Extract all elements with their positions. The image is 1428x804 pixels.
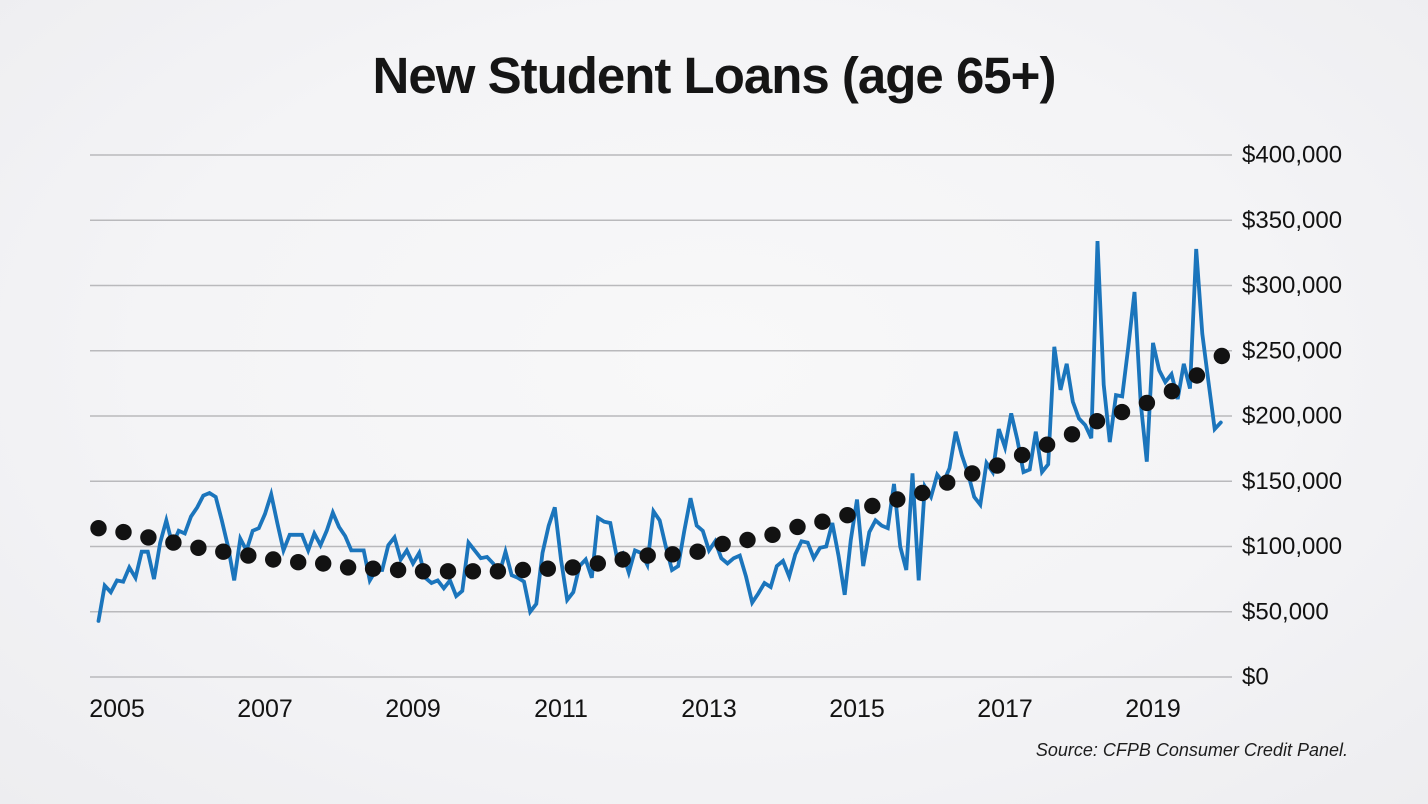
trend-dot (814, 513, 831, 530)
trend-dot (414, 563, 432, 580)
trend-dot (514, 561, 532, 579)
x-axis-label: 2005 (89, 695, 145, 723)
trend-dot (864, 497, 881, 515)
trend-dot (639, 547, 656, 564)
trend-dot (1038, 436, 1056, 453)
x-axis-label: 2009 (385, 695, 441, 723)
trend-dot (714, 535, 731, 553)
trend-dot (115, 523, 132, 541)
x-axis-label: 2013 (681, 695, 737, 723)
trend-dot (1188, 367, 1206, 384)
x-axis-label: 2015 (829, 695, 885, 723)
y-axis-label: $100,000 (1242, 533, 1342, 560)
trend-dot (1013, 446, 1031, 464)
chart-title: New Student Loans (age 65+) (372, 47, 1057, 104)
y-axis-label: $400,000 (1242, 142, 1342, 169)
trend-dot (240, 547, 257, 564)
trend-dot (315, 555, 332, 572)
y-axis-label: $50,000 (1242, 598, 1329, 625)
trend-dot (914, 484, 931, 502)
trend-dot (839, 507, 856, 524)
x-axis-label: 2017 (977, 695, 1033, 723)
trend-dot (90, 520, 107, 537)
trend-dot (664, 546, 681, 563)
trend-dot (290, 554, 307, 571)
y-axis-label: $300,000 (1242, 272, 1342, 299)
trend-dot (489, 563, 507, 580)
y-axis-label: $150,000 (1242, 468, 1342, 495)
trend-dot (464, 563, 482, 580)
trend-dot (1063, 426, 1081, 443)
trend-dot (1138, 394, 1156, 412)
trend-dot (1113, 403, 1131, 421)
trend-dot (564, 559, 581, 576)
trend-dot (1213, 347, 1231, 365)
trend-dot (539, 560, 556, 577)
trend-dot (389, 561, 407, 579)
trend-dot (614, 551, 631, 568)
trend-dot (989, 457, 1006, 474)
trend-dot (889, 491, 906, 508)
trend-dot (364, 560, 382, 577)
trend-dot (265, 551, 282, 568)
trend-dot (739, 531, 756, 549)
trend-dot (215, 543, 232, 560)
y-axis-label: $0 (1242, 664, 1269, 691)
trend-dot (589, 555, 606, 572)
y-axis-label: $350,000 (1242, 207, 1342, 234)
trend-dot (140, 529, 157, 546)
x-axis-label: 2019 (1125, 695, 1181, 723)
trend-dot (165, 534, 182, 551)
trend-dot (689, 543, 706, 560)
trend-dot (789, 518, 806, 536)
trend-dot (939, 474, 956, 491)
line-series-monthly (96, 241, 1223, 623)
trend-dot (1163, 383, 1181, 400)
y-axis-label: $200,000 (1242, 403, 1342, 430)
x-axis-label: 2007 (237, 695, 293, 723)
x-axis-label: 2011 (534, 695, 588, 723)
y-axis-label: $250,000 (1242, 337, 1342, 364)
source-note: Source: CFPB Consumer Credit Panel. (1035, 740, 1348, 760)
trend-dot (964, 465, 981, 482)
trend-dot (190, 539, 207, 556)
trend-dot (439, 563, 457, 580)
trend-dot (339, 559, 357, 576)
trend-dot (764, 526, 781, 543)
trend-dot (1088, 413, 1106, 430)
